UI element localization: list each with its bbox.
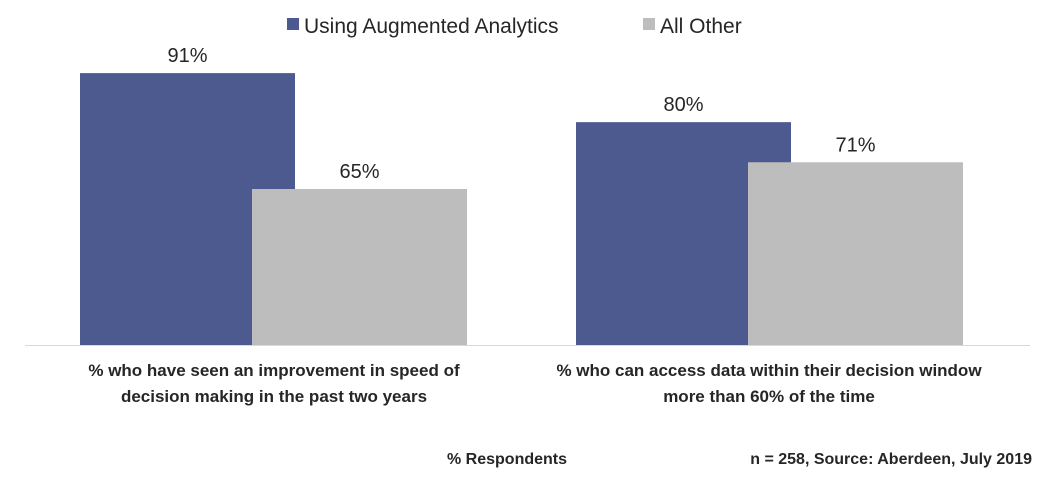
category-labels: % who have seen an improvement in speed … <box>88 361 982 406</box>
data-label-series1-category2: 80% <box>663 94 703 116</box>
category-label-1-line-2: decision making in the past two years <box>121 387 427 406</box>
legend-swatch-all-other <box>643 18 655 30</box>
data-label-series1-category1: 91% <box>167 45 207 67</box>
data-label-series2-category1: 65% <box>339 161 379 183</box>
x-axis-title: % Respondents <box>447 451 567 468</box>
source-note: n = 258, Source: Aberdeen, July 2019 <box>750 451 1032 468</box>
bar-series2-category2 <box>748 162 963 345</box>
bar-series2-category1 <box>252 189 467 345</box>
data-label-series2-category2: 71% <box>835 134 875 156</box>
legend-swatch-using-augmented-analytics <box>287 18 299 30</box>
category-label-2-line-2: more than 60% of the time <box>663 387 875 406</box>
category-label-1-line-1: % who have seen an improvement in speed … <box>88 361 460 380</box>
legend-label-all-other: All Other <box>660 15 742 38</box>
category-label-2-line-1: % who can access data within their decis… <box>556 361 982 380</box>
legend-label-using-augmented-analytics: Using Augmented Analytics <box>304 15 558 38</box>
legend: Using Augmented Analytics All Other <box>287 15 742 38</box>
